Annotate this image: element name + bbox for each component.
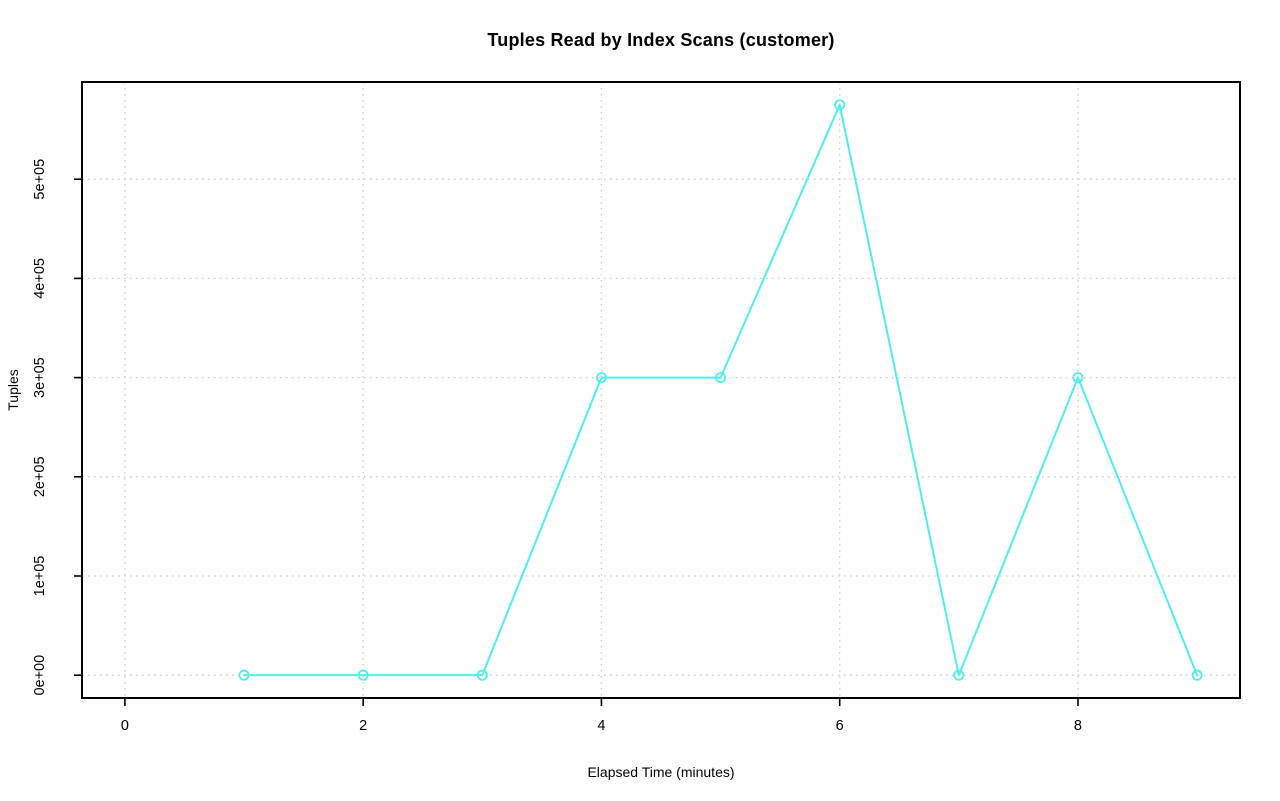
data-point-marker: [357, 669, 369, 681]
y-tick-label: 3e+05: [32, 357, 48, 398]
x-tick-label: 0: [121, 718, 129, 734]
y-tick-label: 1e+05: [32, 556, 48, 597]
data-point-marker: [476, 669, 488, 681]
x-tick-label: 4: [597, 718, 605, 734]
plot-border: [81, 81, 1241, 699]
y-tick-label: 5e+05: [32, 159, 48, 200]
series-line: [243, 103, 1199, 677]
x-axis-label: Elapsed Time (minutes): [587, 764, 734, 780]
x-tick-label: 8: [1074, 718, 1082, 734]
y-tick-label: 4e+05: [32, 258, 48, 299]
x-tick-label: 2: [359, 718, 367, 734]
y-tick-label: 2e+05: [32, 456, 48, 497]
y-tick-label: 0e+00: [32, 655, 48, 696]
data-point-marker: [834, 99, 846, 111]
data-point-marker: [1191, 669, 1203, 681]
y-axis-label: Tuples: [5, 369, 21, 411]
data-point-marker: [238, 669, 250, 681]
x-tick-label: 6: [836, 718, 844, 734]
data-point-marker: [953, 669, 965, 681]
chart-title: Tuples Read by Index Scans (customer): [487, 30, 835, 50]
data-point-marker: [595, 372, 607, 384]
data-point-marker: [1072, 372, 1084, 384]
data-point-marker: [715, 372, 727, 384]
